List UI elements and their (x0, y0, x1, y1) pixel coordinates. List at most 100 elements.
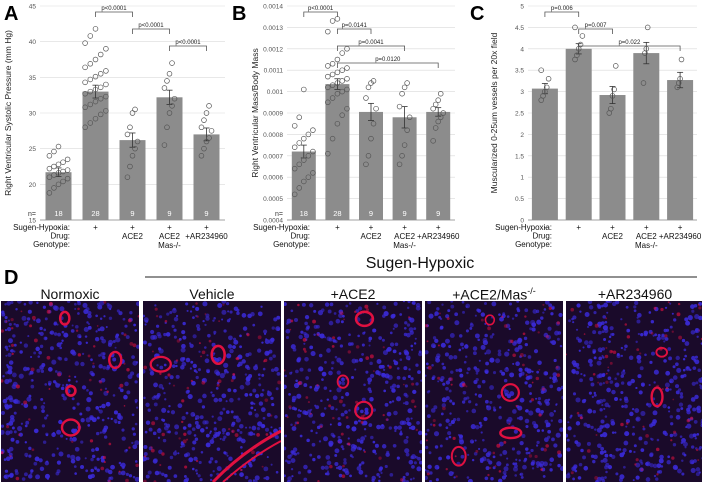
nucleus (609, 453, 613, 458)
nucleus (669, 302, 672, 305)
nucleus (601, 304, 604, 308)
nucleus (74, 446, 80, 452)
nucleus (216, 382, 220, 385)
stain-speck (343, 318, 345, 321)
stain-speck (297, 381, 302, 385)
nucleus (621, 405, 625, 408)
nucleus (326, 460, 332, 466)
nucleus (266, 412, 271, 417)
nucleus (153, 382, 158, 388)
n-label: n= (275, 211, 283, 218)
nucleus (348, 333, 351, 337)
nucleus (653, 381, 656, 384)
nucleus (284, 474, 286, 478)
comparison-bracket (578, 28, 613, 34)
stain-speck (270, 414, 273, 417)
stain-speck (341, 474, 346, 478)
nucleus (511, 447, 516, 451)
nucleus (238, 361, 243, 367)
nucleus (686, 366, 689, 369)
nucleus (337, 417, 341, 421)
nucleus (383, 310, 389, 317)
nucleus (402, 301, 406, 303)
nucleus (228, 335, 233, 341)
nucleus (498, 415, 502, 420)
nucleus (601, 425, 604, 429)
data-point (60, 178, 66, 185)
nucleus (523, 354, 527, 358)
nucleus (95, 406, 100, 410)
nucleus (692, 366, 697, 371)
nucleus (540, 410, 544, 414)
nucleus (696, 432, 700, 436)
nucleus (477, 384, 482, 389)
nucleus (553, 443, 558, 448)
stain-speck (302, 337, 307, 342)
data-point (97, 84, 104, 91)
row-label-sugen: Sugen-Hypoxia: (495, 223, 552, 232)
nucleus (91, 454, 96, 459)
nucleus (444, 352, 449, 357)
nucleus (150, 371, 153, 374)
nucleus (294, 452, 298, 456)
data-point (430, 138, 436, 144)
nucleus (132, 475, 136, 479)
data-point (97, 51, 104, 58)
nucleus (458, 368, 463, 373)
nucleus (393, 359, 396, 363)
nucleus (376, 424, 381, 430)
nucleus (384, 402, 389, 407)
nucleus (105, 401, 111, 407)
stain-speck (222, 303, 225, 306)
nucleus (36, 368, 41, 373)
nucleus (535, 397, 538, 400)
stain-speck (103, 301, 107, 304)
nucleus (223, 368, 228, 373)
data-point (344, 76, 350, 82)
group-sugen: + (204, 223, 209, 232)
stain-speck (30, 367, 35, 372)
data-point (608, 105, 614, 112)
nucleus (197, 398, 203, 404)
nucleus (257, 421, 263, 427)
data-point (103, 93, 109, 100)
nucleus (41, 409, 45, 413)
nucleus (95, 330, 98, 333)
nucleus (475, 424, 480, 430)
nucleus (229, 397, 234, 403)
nucleus (691, 461, 695, 465)
nucleus (324, 465, 329, 470)
nucleus (672, 432, 678, 437)
nucleus (35, 318, 41, 324)
nucleus (497, 349, 502, 354)
stain-speck (366, 308, 370, 312)
nucleus (669, 433, 674, 438)
nucleus (637, 332, 641, 336)
nucleus (606, 387, 611, 393)
nucleus (480, 431, 483, 434)
y-tick-label: 45 (29, 4, 37, 11)
nucleus (118, 386, 121, 390)
nucleus (369, 397, 374, 402)
nucleus (11, 384, 17, 390)
data-point (201, 117, 207, 123)
data-point (329, 95, 336, 101)
data-point (437, 114, 444, 121)
nucleus (124, 449, 128, 453)
nucleus (169, 455, 174, 460)
nucleus (124, 324, 128, 328)
stain-speck (540, 468, 543, 471)
nucleus (531, 421, 537, 426)
nucleus (542, 461, 548, 467)
nucleus (533, 349, 539, 354)
nucleus (375, 370, 380, 375)
nucleus (156, 428, 162, 434)
group-sugen: + (436, 223, 441, 232)
nucleus (30, 384, 35, 389)
nucleus (654, 333, 658, 337)
nucleus (34, 456, 40, 462)
p-value-label: p<0.0001 (138, 23, 164, 29)
nucleus (559, 466, 563, 472)
nucleus (263, 466, 269, 472)
nucleus (108, 316, 113, 321)
